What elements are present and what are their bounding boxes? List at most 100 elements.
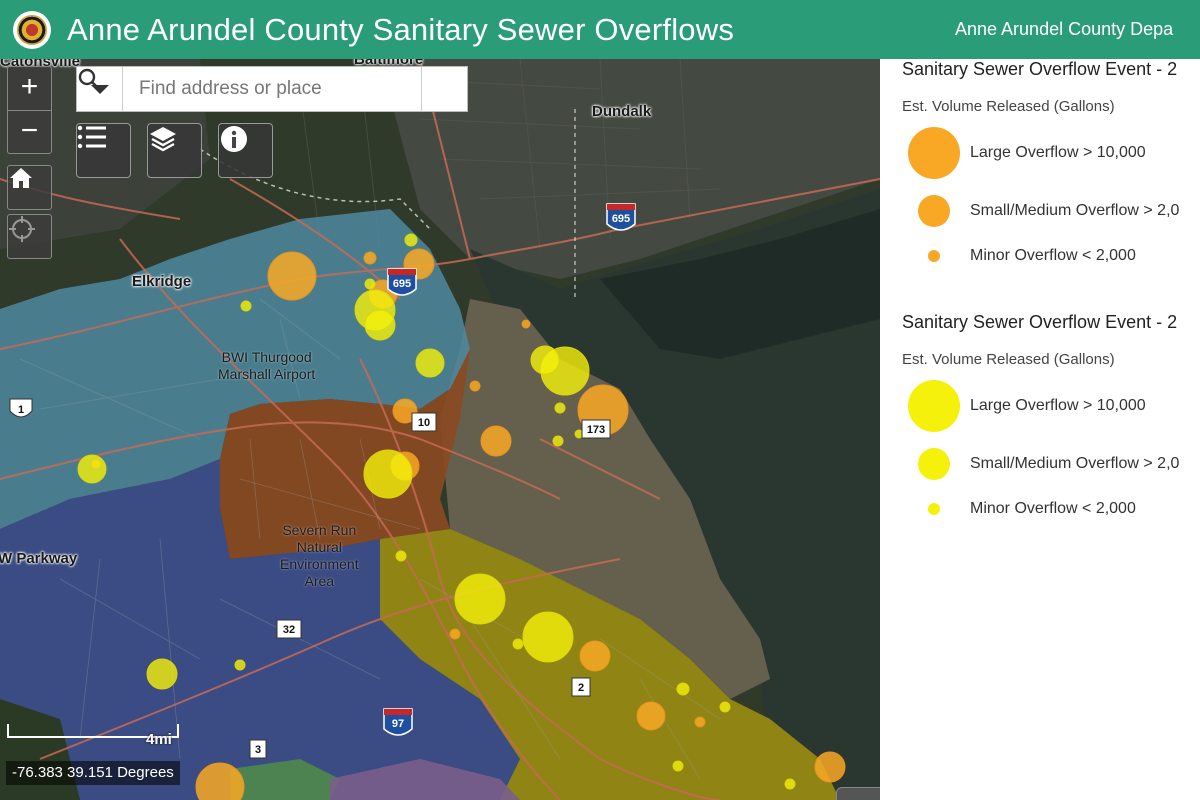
app-header: Anne Arundel County Sanitary Sewer Overf…: [0, 0, 1200, 59]
map-canvas[interactable]: 695 695 10 173 32 2: [0, 59, 880, 800]
overflow-marker: [364, 309, 396, 341]
list-icon: [77, 125, 106, 149]
route-number: 173: [587, 424, 605, 436]
locate-icon: [9, 216, 35, 242]
legend-section-title: Sanitary Sewer Overflow Event - 2: [902, 59, 1178, 79]
overflow-marker: [814, 751, 846, 783]
route-number: 97: [392, 718, 404, 730]
place-label-dundalk: Dundalk: [592, 103, 652, 120]
legend-symbol-large: [908, 380, 960, 432]
search-icon: [78, 68, 101, 91]
legend-symbol-minor: [928, 250, 940, 262]
home-icon: [10, 168, 32, 188]
overflow-marker: [364, 278, 376, 290]
overflow-marker: [579, 640, 611, 672]
overflow-marker: [234, 659, 246, 671]
overflow-marker: [676, 682, 690, 696]
place-label-elkridge: Elkridge: [132, 273, 192, 290]
route-number: 3: [255, 744, 261, 756]
overflow-marker: [195, 762, 245, 800]
info-icon: [221, 126, 247, 152]
overflow-marker: [784, 778, 796, 790]
legend-symbol-medium: [918, 448, 950, 480]
overflow-marker: [672, 760, 684, 772]
interstate-shield: 97: [383, 708, 413, 736]
legend-item-label: Small/Medium Overflow > 2,0: [970, 202, 1180, 219]
overflow-marker: [363, 251, 377, 265]
overflow-marker: [512, 638, 524, 650]
yellow-overflow-markers: [77, 233, 796, 790]
route-shield: 10: [411, 412, 437, 432]
legend-symbol-minor: [928, 503, 940, 515]
place-label-catonsville: Catonsville: [0, 59, 81, 70]
locate-button[interactable]: [7, 214, 52, 259]
overflow-marker: [363, 449, 413, 499]
legend-symbol-large: [908, 127, 960, 179]
legend-section-title: Sanitary Sewer Overflow Event - 2: [902, 312, 1178, 332]
about-button[interactable]: [218, 123, 273, 178]
home-button[interactable]: [7, 165, 52, 210]
route-number: 2: [578, 682, 584, 694]
place-label-bwi-airport: BWI Thurgood Marshall Airport: [218, 349, 316, 382]
overflow-marker: [267, 251, 317, 301]
legend-button[interactable]: [76, 123, 131, 178]
overflow-marker: [146, 658, 178, 690]
county-seal-logo: [13, 10, 51, 49]
route-shield: 2: [571, 677, 591, 697]
overflow-marker: [530, 345, 560, 375]
overflow-marker: [77, 454, 107, 484]
overflow-marker: [449, 628, 461, 640]
search-input[interactable]: [123, 67, 421, 111]
overflow-marker: [392, 398, 418, 424]
page-title: Anne Arundel County Sanitary Sewer Overf…: [67, 11, 735, 47]
legend-item-label: Minor Overflow < 2,000: [970, 247, 1136, 264]
overflow-marker: [404, 233, 418, 247]
zoom-in-button[interactable]: +: [20, 70, 39, 103]
legend-section-subtitle: Est. Volume Released (Gallons): [902, 351, 1115, 368]
scale-bar: [7, 724, 179, 738]
zoom-out-button[interactable]: −: [8, 110, 51, 153]
department-subtitle: Anne Arundel County Depa: [955, 19, 1174, 39]
overflow-marker: [521, 319, 531, 329]
us-route-shield: 1: [9, 398, 33, 418]
place-label-baltimore: Baltimore: [354, 59, 424, 68]
search-widget: [76, 66, 468, 112]
route-number: 1: [18, 404, 24, 416]
overflow-marker: [469, 380, 481, 392]
zoom-control: + −: [7, 66, 52, 154]
route-number: 695: [612, 213, 630, 225]
place-label-severn-run: Severn Run Natural Environment Area: [280, 522, 359, 589]
legend-item-label: Large Overflow > 10,000: [970, 144, 1146, 161]
legend-section-subtitle: Est. Volume Released (Gallons): [902, 98, 1115, 115]
legend-symbol-medium: [918, 195, 950, 227]
overflow-marker: [480, 425, 512, 457]
map-view[interactable]: 695 695 10 173 32 2: [0, 59, 880, 800]
layers-icon: [150, 127, 176, 152]
place-label-parkway: W Parkway: [0, 550, 78, 567]
scale-label: 4mi: [146, 731, 172, 748]
route-shield: 173: [581, 419, 611, 439]
overflow-marker: [240, 300, 252, 312]
overflow-marker: [454, 573, 506, 625]
overflow-marker: [395, 550, 407, 562]
attribution-toggle[interactable]: [836, 787, 880, 800]
route-number: 10: [418, 417, 430, 429]
interstate-shield: 695: [606, 203, 636, 231]
layers-button[interactable]: [147, 123, 202, 178]
route-number: 32: [283, 624, 295, 636]
search-button[interactable]: [78, 67, 467, 111]
legend-item-label: Large Overflow > 10,000: [970, 397, 1146, 414]
overflow-marker: [719, 701, 731, 713]
overflow-marker: [554, 402, 566, 414]
legend-item-label: Small/Medium Overflow > 2,0: [970, 455, 1180, 472]
legend-item-label: Minor Overflow < 2,000: [970, 500, 1136, 517]
overflow-marker: [522, 611, 574, 663]
route-shields: 695 695 10 173 32 2: [9, 203, 636, 759]
overflow-marker: [552, 435, 564, 447]
overflow-marker: [694, 716, 706, 728]
route-shield: 32: [276, 619, 302, 639]
overflow-marker: [636, 701, 666, 731]
interstate-shield: 695: [387, 268, 417, 296]
coordinate-readout: -76.383 39.151 Degrees: [6, 761, 180, 785]
legend-panel: Sanitary Sewer Overflow Event - 2 Est. V…: [880, 59, 1200, 800]
